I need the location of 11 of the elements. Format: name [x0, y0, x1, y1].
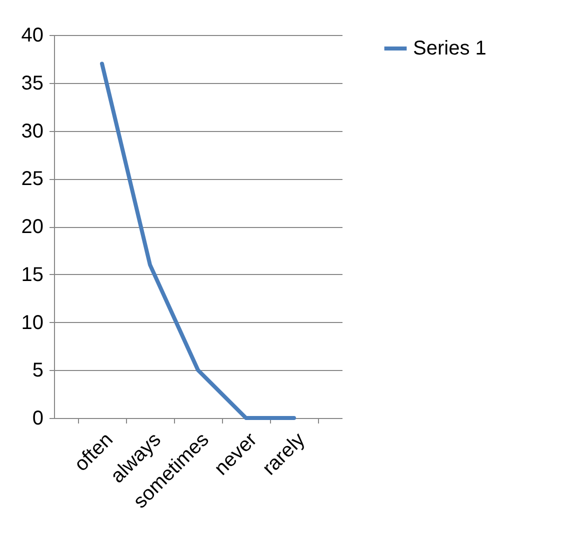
y-tick-label: 35: [21, 72, 44, 94]
line-series: [100, 62, 296, 420]
y-tick-label: 30: [21, 120, 44, 142]
y-tick-label: 25: [21, 168, 44, 190]
y-tick-label: 15: [21, 264, 44, 286]
y-tick-label: 5: [32, 360, 44, 382]
y-tick-label: 40: [21, 24, 44, 46]
y-tick-label: 0: [32, 408, 44, 430]
y-tick-label: 10: [21, 312, 44, 334]
legend-label: Series 1: [413, 38, 486, 60]
y-tick-label: 20: [21, 216, 44, 238]
